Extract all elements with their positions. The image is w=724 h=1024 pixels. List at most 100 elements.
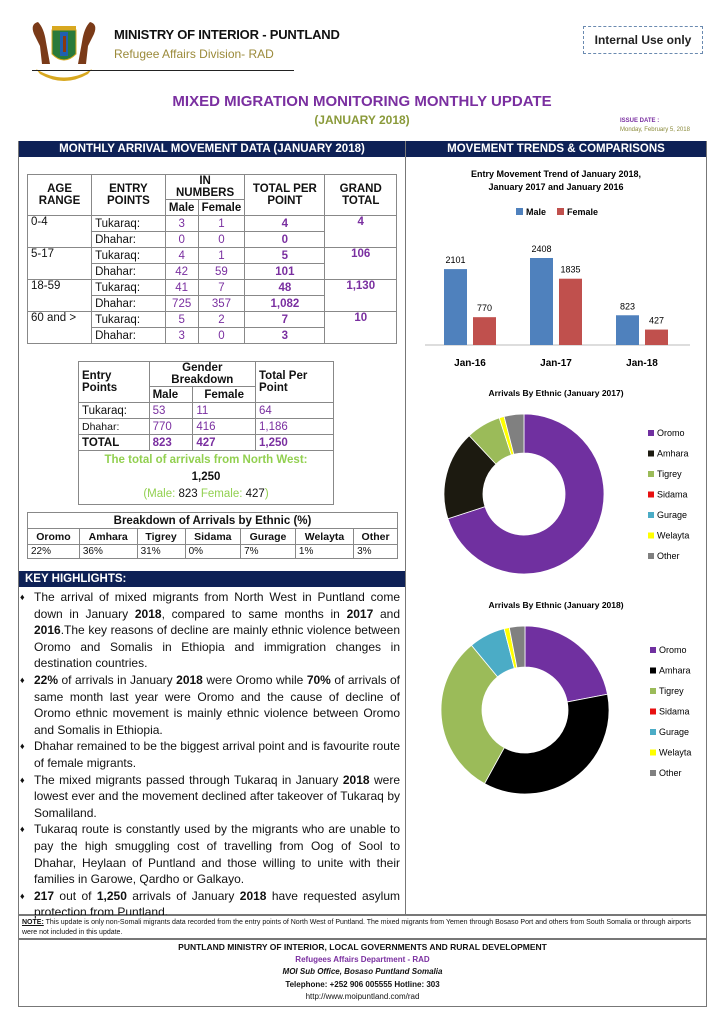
header-rule <box>32 70 294 71</box>
donut-slice-other <box>508 625 526 669</box>
division-name: Refugee Affairs Division- RAD <box>114 47 274 61</box>
donut-slice-oromo <box>524 625 608 703</box>
entry-point: Tukaraq: <box>91 215 166 232</box>
legend-label: Gurage <box>659 727 689 737</box>
note-text: This update is only non-Somali migrants … <box>22 919 691 936</box>
footer-office: MOI Sub Office, Bosaso Puntland Somalia <box>282 967 443 976</box>
male-count: 823 <box>148 434 194 451</box>
header-total-per-point: TOTAL PER POINT <box>244 174 326 216</box>
ethnic-percent: 22% <box>27 544 80 559</box>
legend-label: Tigrey <box>659 686 684 696</box>
x-tick-label: Jan-17 <box>540 358 572 369</box>
bar-male <box>616 315 639 345</box>
legend-swatch <box>650 688 656 694</box>
ethnic-name: Oromo <box>27 528 80 545</box>
donut-slice-other <box>503 413 525 455</box>
legend-label: Welayta <box>659 748 691 758</box>
grand-total: 1,130 <box>324 279 397 312</box>
legend-swatch <box>650 729 656 735</box>
ethnic-breakdown-table: Breakdown of Arrivals by Ethnic (%) Orom… <box>27 512 398 559</box>
legend-swatch <box>648 512 654 518</box>
legend-swatch <box>650 770 656 776</box>
highlights-title: KEY HIGHLIGHTS: <box>19 571 405 587</box>
legend-label: Male <box>526 207 546 217</box>
chart-title-line1: Entry Movement Trend of January 2018, <box>471 169 641 179</box>
data-label: 823 <box>620 301 635 311</box>
male-label: (Male: <box>143 488 176 500</box>
entry-point: Dhahar: <box>91 295 166 312</box>
footer-ministry: PUNTLAND MINISTRY OF INTERIOR, LOCAL GOV… <box>178 942 547 952</box>
ministry-name: MINISTRY OF INTERIOR - PUNTLAND <box>114 27 340 42</box>
age-range: 18-59 <box>26 279 93 312</box>
highlight-text: were Oromo while <box>202 672 307 687</box>
footer: PUNTLAND MINISTRY OF INTERIOR, LOCAL GOV… <box>18 939 707 1007</box>
ethnic-name: Amhara <box>78 528 138 545</box>
legend-label: Oromo <box>659 645 687 655</box>
footer-website[interactable]: http://www.moipuntland.com/rad <box>305 992 420 1001</box>
highlight-text: of arrivals of same month last year were… <box>34 672 400 737</box>
entry-point: Tukaraq: <box>91 311 166 328</box>
highlight-text: 2018 <box>342 772 370 787</box>
donut-slice-tigrey <box>440 644 505 785</box>
bar-female <box>645 329 668 345</box>
chart-title: Arrivals By Ethnic (January 2017) <box>488 388 623 398</box>
legend-swatch <box>648 532 654 539</box>
legend-swatch <box>516 208 523 215</box>
age-range-table: AGE RANGE ENTRY POINTS IN NUMBERS TOTAL PER… <box>26 174 397 344</box>
report-title: MIXED MIGRATION MONITORING MONTHLY UPDAT… <box>172 93 552 110</box>
highlight-text: Dhahar remained to be the biggest arriva… <box>34 739 400 770</box>
internal-use-badge: Internal Use only <box>583 26 703 54</box>
highlight-item: 22% of arrivals in January 2018 were Oro… <box>20 672 400 738</box>
highlight-text: of arrivals in January <box>58 672 177 687</box>
table-row: Dhahar: 0 0 0 <box>28 231 397 248</box>
bar-female <box>473 317 496 345</box>
highlight-text: The mixed migrants passed through Tukara… <box>34 772 343 787</box>
highlight-text: and <box>373 606 400 621</box>
female-label: Female: <box>200 488 243 500</box>
note-label: NOTE: <box>22 919 44 926</box>
column-divider <box>405 141 406 915</box>
data-label: 2408 <box>531 244 551 254</box>
header-total-per-point: Total Per Point <box>255 361 334 403</box>
bar-male <box>444 269 467 345</box>
footer-telephone: Telephone: +252 906 005555 Hotline: 303 <box>285 979 440 989</box>
right-section-title: MOVEMENT TRENDS & COMPARISONS <box>406 141 706 157</box>
data-label: 2101 <box>445 255 465 265</box>
highlight-text: 2018 <box>176 672 203 687</box>
header-female: Female <box>192 386 256 403</box>
issue-date-label: ISSUE DATE : <box>620 118 660 124</box>
highlight-text: out of <box>54 888 97 903</box>
ethnic-name: Welayta <box>294 528 355 545</box>
header-entry-points: ENTRY POINTS <box>91 174 166 216</box>
chart-title: Arrivals By Ethnic (January 2018) <box>488 600 623 610</box>
ethnic-percent: 31% <box>136 544 186 559</box>
data-label: 1835 <box>560 265 580 275</box>
grand-total: 106 <box>324 247 397 280</box>
bar-female <box>559 278 582 345</box>
legend-label: Gurage <box>657 510 687 520</box>
legend-label: Amhara <box>659 666 691 676</box>
total-summary: The total of arrivals from North West: 1… <box>78 450 334 505</box>
grand-total: 10 <box>324 311 397 344</box>
highlight-text: 2016 <box>34 623 61 638</box>
table-row: 60 and > Tukaraq: 5 2 7 10 <box>26 311 397 344</box>
entry-point: Tukaraq: <box>78 402 150 419</box>
legend-label: Welayta <box>657 531 689 541</box>
entry-point: Dhahar: <box>91 327 166 344</box>
total-per-point: 3 <box>244 327 326 344</box>
legend-label: Other <box>659 768 682 778</box>
age-range: 60 and > <box>26 311 93 344</box>
legend-swatch <box>650 667 656 674</box>
legend-swatch <box>648 450 654 457</box>
table-row: Dhahar: 725 357 1,082 <box>28 295 397 312</box>
summary-total: 1,250 <box>191 471 221 483</box>
x-tick-label: Jan-16 <box>454 358 486 369</box>
highlight-text: 1,250 <box>96 888 127 903</box>
highlight-item: Dhahar remained to be the biggest arriva… <box>20 738 400 771</box>
male-count: 3 <box>164 327 199 344</box>
legend-label: Amhara <box>657 449 689 459</box>
highlight-text: 22% <box>34 672 59 687</box>
legend-swatch <box>650 647 656 653</box>
highlight-text: , compared to same months in <box>161 606 347 621</box>
